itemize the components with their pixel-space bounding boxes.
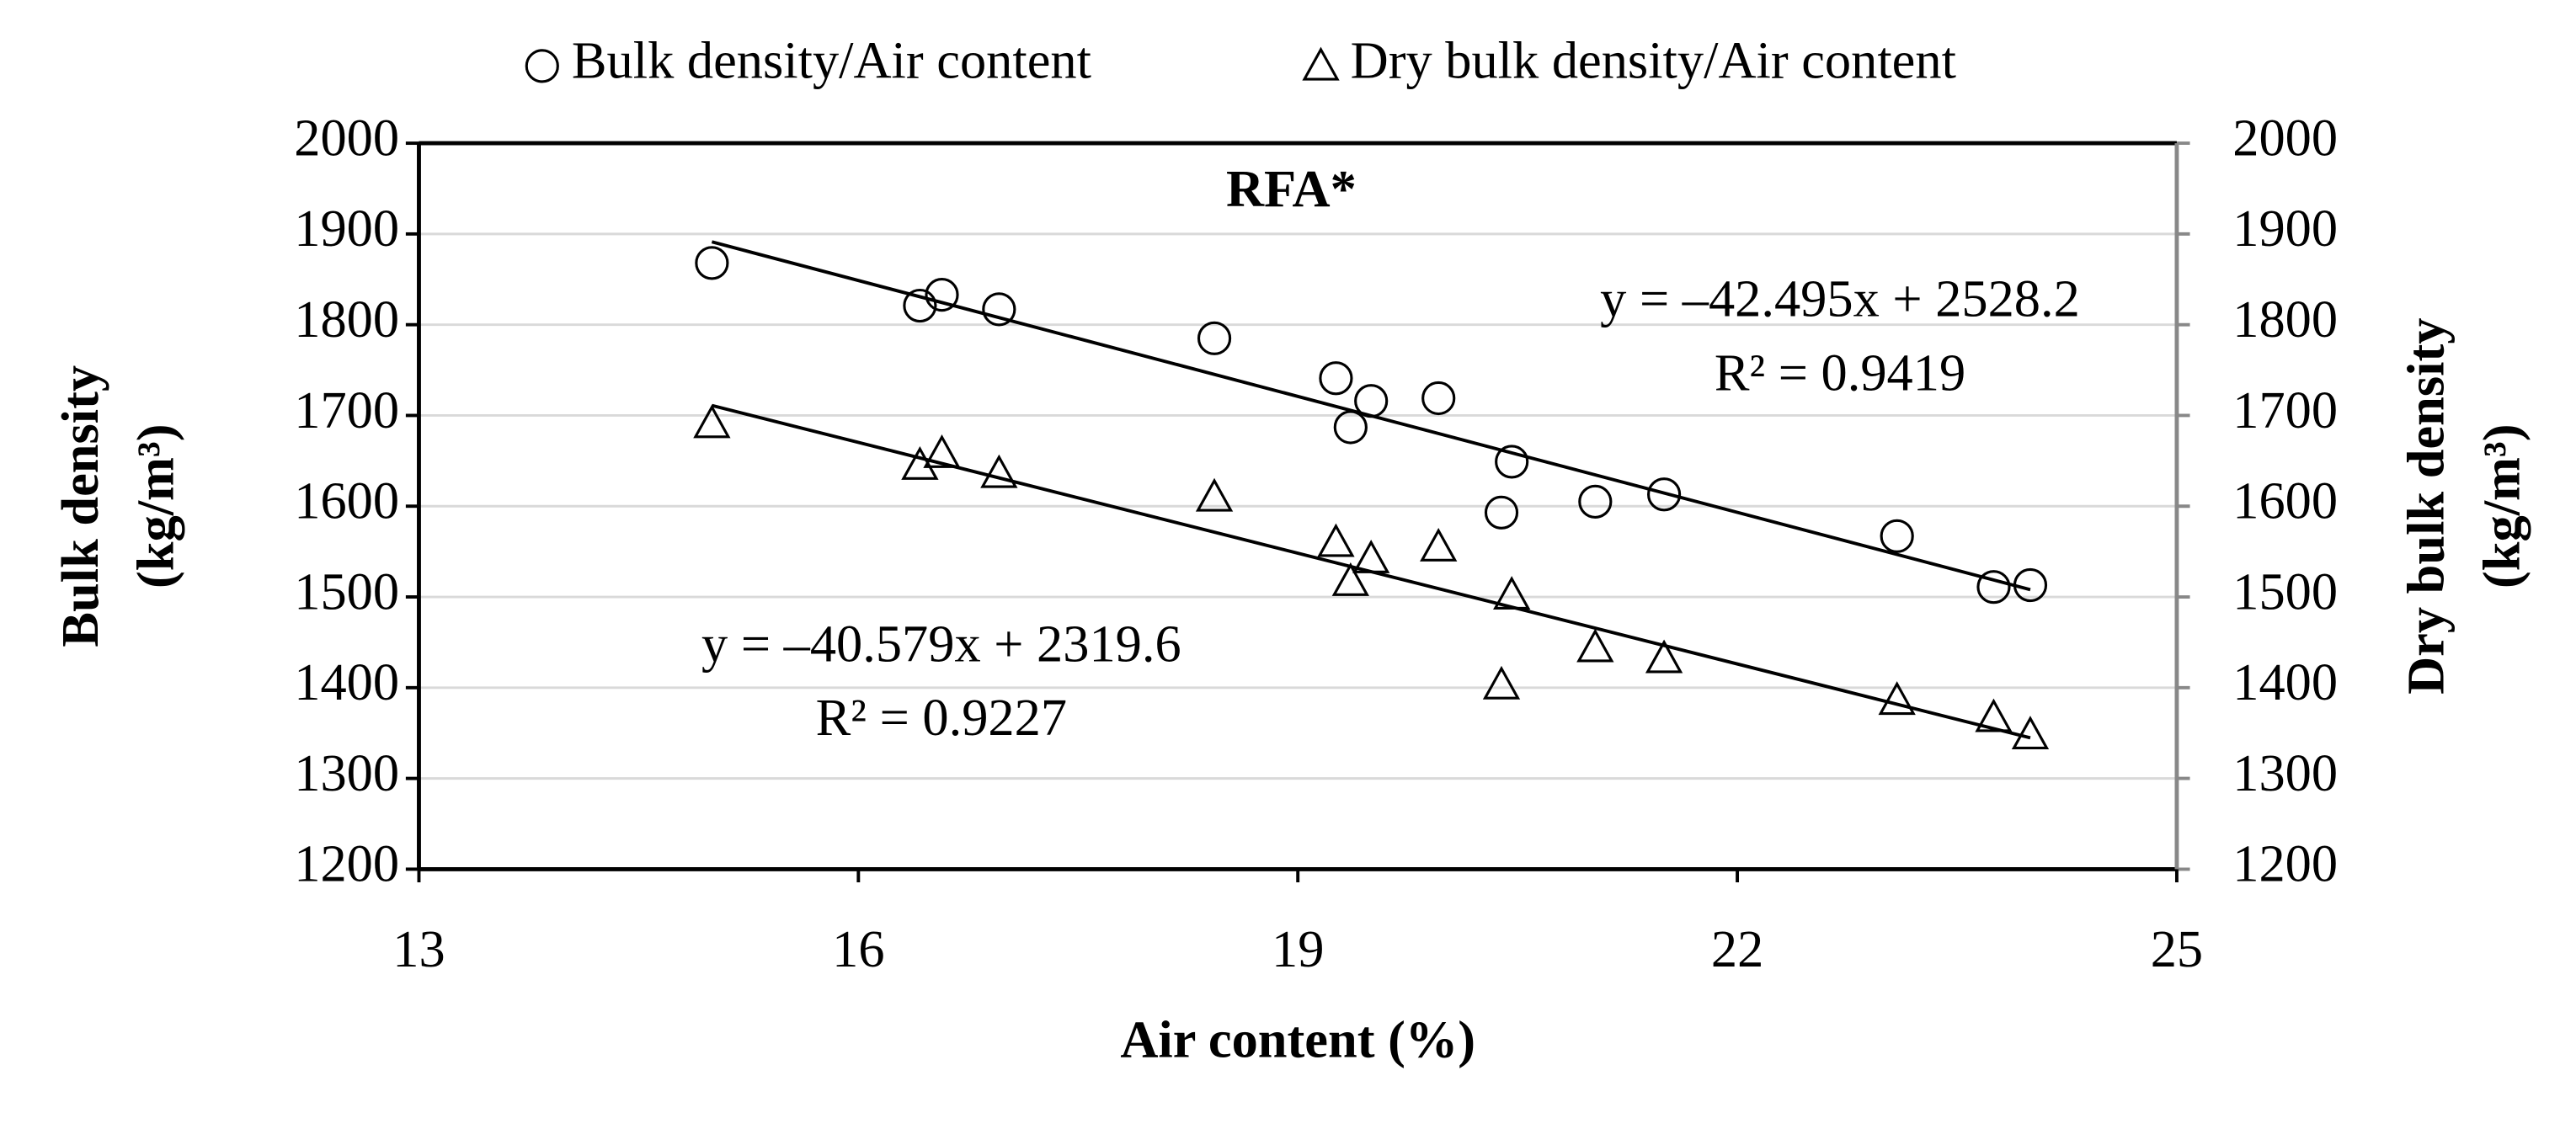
y-tick-label: 1400 <box>294 652 399 711</box>
trend-r-squared: R² = 0.9227 <box>816 688 1067 747</box>
y2-tick-label: 1500 <box>2232 562 2338 620</box>
point <box>1354 384 1389 418</box>
point <box>923 434 961 468</box>
y2-tick-label: 1200 <box>2232 834 2338 893</box>
y-tick-label: 1500 <box>294 562 399 620</box>
point <box>1646 477 1682 512</box>
point <box>925 278 959 312</box>
point <box>1493 576 1531 610</box>
point <box>1317 523 1355 557</box>
point <box>695 246 729 280</box>
point <box>1878 681 1916 716</box>
y-axis-title-line: (kg/m³) <box>126 423 185 588</box>
y2-tick-label: 1400 <box>2232 652 2338 711</box>
point <box>1576 628 1614 663</box>
y2-tick-label: 1900 <box>2232 199 2338 258</box>
point <box>1333 410 1368 445</box>
point <box>1331 562 1369 596</box>
y2-axis-title-line: (kg/m³) <box>2472 423 2531 588</box>
point <box>1495 445 1529 479</box>
y-tick-label: 1600 <box>294 471 399 530</box>
y-tick-label: 2000 <box>294 108 399 167</box>
legend-marker <box>525 49 559 83</box>
point <box>1645 639 1683 674</box>
point <box>1420 528 1458 562</box>
y-tick-label: 1800 <box>294 290 399 349</box>
point <box>2011 716 2050 750</box>
legend-marker <box>1302 46 1340 81</box>
legend-label: Bulk density/Air content <box>572 31 1091 90</box>
y-tick-label: 1700 <box>294 381 399 439</box>
point <box>1319 361 1353 396</box>
y2-tick-label: 1300 <box>2232 743 2338 802</box>
y-axis-title-line: Bulk density <box>51 365 109 647</box>
legend-label: Dry bulk density/Air content <box>1351 31 1956 90</box>
point <box>980 454 1018 488</box>
trend-r-squared: R² = 0.9419 <box>1715 343 1965 402</box>
point <box>1880 519 1914 553</box>
x-tick-label: 22 <box>1711 919 1763 978</box>
y-axis-title: Bulk density (kg/m³) <box>51 365 185 647</box>
y2-tick-label: 1800 <box>2232 290 2338 349</box>
x-axis-title: Air content (%) <box>1120 1009 1475 1068</box>
point <box>1484 495 1519 530</box>
trend-equation: y = –42.495x + 2528.2 <box>1600 269 2080 328</box>
point <box>1578 484 1613 519</box>
y-tick-label: 1200 <box>294 834 399 893</box>
y-tick-label: 1900 <box>294 199 399 258</box>
point <box>1352 540 1390 573</box>
point <box>982 292 1016 327</box>
y2-axis-title: Dry bulk density (kg/m³) <box>2397 318 2531 695</box>
point <box>1482 665 1521 700</box>
point <box>1197 321 1232 355</box>
point <box>1976 570 2011 604</box>
x-tick-label: 19 <box>1272 919 1324 978</box>
point <box>2013 567 2048 603</box>
y2-tick-label: 1600 <box>2232 471 2338 530</box>
point <box>903 288 937 323</box>
chart-title: RFA* <box>1226 159 1357 218</box>
point <box>1421 381 1456 416</box>
y2-axis-title-line: Dry bulk density <box>2397 318 2456 695</box>
y2-tick-label: 1700 <box>2232 381 2338 439</box>
x-tick-label: 16 <box>832 919 884 978</box>
y2-tick-label: 2000 <box>2232 108 2338 167</box>
trend-equation: y = –40.579x + 2319.6 <box>701 614 1181 673</box>
x-tick-label: 13 <box>392 919 445 978</box>
point <box>1975 698 2013 732</box>
point <box>693 404 731 439</box>
point <box>1195 477 1234 512</box>
x-tick-label: 25 <box>2151 919 2203 978</box>
y-tick-label: 1300 <box>294 743 399 802</box>
